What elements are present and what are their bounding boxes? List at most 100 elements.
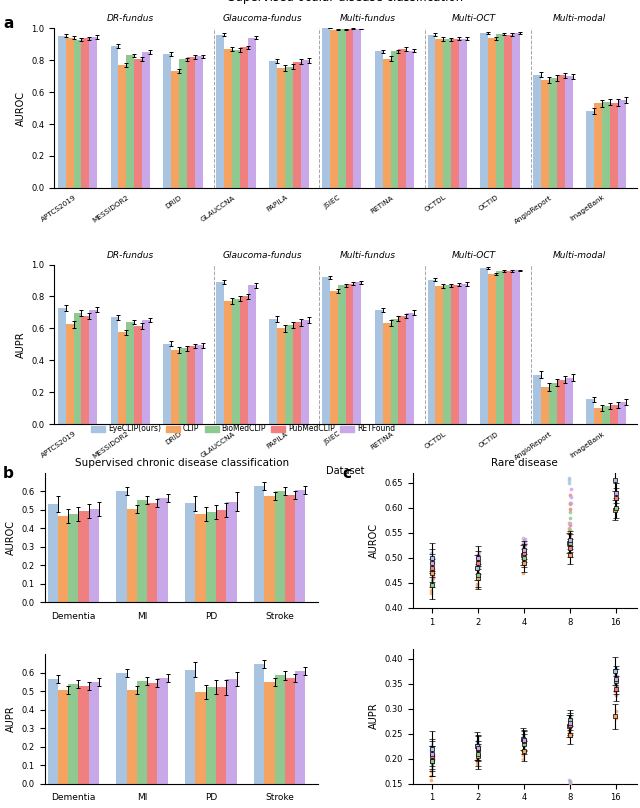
Text: Multi-modal: Multi-modal: [553, 250, 606, 259]
Point: [564, 471, 574, 484]
Bar: [618, 100, 625, 188]
Bar: [496, 34, 504, 188]
Point: [428, 750, 438, 763]
Bar: [187, 57, 195, 188]
Bar: [264, 496, 275, 602]
Bar: [353, 29, 362, 188]
Point: [472, 549, 482, 562]
Point: [427, 576, 437, 589]
Bar: [47, 504, 58, 602]
Point: [426, 579, 436, 591]
Bar: [163, 54, 172, 188]
Point: [428, 748, 438, 761]
Point: [520, 539, 530, 552]
Point: [564, 476, 574, 489]
Point: [520, 532, 530, 545]
Bar: [399, 316, 406, 424]
Point: [519, 534, 529, 547]
Bar: [557, 380, 565, 424]
Bar: [488, 38, 496, 188]
Bar: [227, 679, 237, 784]
Point: [518, 566, 529, 579]
Point: [472, 578, 483, 591]
Point: [611, 688, 621, 701]
Point: [474, 566, 484, 579]
Point: [426, 740, 436, 753]
Point: [474, 740, 484, 753]
Point: [519, 550, 529, 563]
Bar: [459, 39, 467, 188]
Point: [427, 757, 437, 770]
Point: [473, 566, 483, 579]
Bar: [111, 46, 118, 188]
Y-axis label: AUPR: AUPR: [369, 703, 379, 730]
Bar: [428, 35, 435, 188]
Point: [518, 551, 529, 564]
Point: [609, 665, 620, 678]
Point: [566, 715, 576, 728]
Bar: [594, 408, 602, 424]
Point: [427, 752, 437, 765]
Bar: [488, 274, 496, 424]
Point: [426, 557, 436, 570]
Point: [518, 748, 529, 761]
Point: [610, 678, 620, 691]
Point: [472, 551, 482, 564]
Bar: [116, 491, 127, 602]
Point: [426, 584, 436, 597]
Point: [564, 775, 575, 788]
Point: [564, 715, 574, 728]
Point: [564, 522, 575, 535]
Bar: [292, 322, 301, 424]
Bar: [375, 310, 383, 424]
Bar: [142, 53, 150, 188]
Point: [610, 684, 620, 697]
Bar: [126, 322, 134, 424]
Text: Glaucoma-fundus: Glaucoma-fundus: [223, 250, 302, 259]
Point: [473, 743, 483, 756]
Point: [426, 546, 436, 559]
Point: [518, 532, 528, 545]
Bar: [89, 682, 99, 784]
Point: [520, 734, 530, 747]
Bar: [406, 313, 414, 424]
Point: [472, 755, 483, 768]
Point: [519, 545, 529, 558]
Point: [428, 751, 438, 764]
Bar: [295, 490, 305, 602]
Bar: [157, 678, 168, 784]
Bar: [89, 509, 99, 602]
Bar: [275, 675, 285, 784]
Point: [519, 733, 529, 746]
Point: [564, 528, 575, 541]
Bar: [435, 286, 444, 424]
Point: [564, 511, 575, 524]
Bar: [179, 60, 187, 188]
Bar: [195, 345, 203, 424]
Bar: [301, 61, 308, 188]
Bar: [390, 52, 399, 188]
Point: [566, 712, 576, 725]
Point: [428, 551, 438, 564]
Point: [518, 747, 529, 760]
Bar: [66, 325, 74, 424]
Point: [474, 743, 484, 756]
Text: a: a: [3, 16, 13, 32]
Bar: [406, 51, 414, 188]
Point: [564, 709, 575, 722]
Point: [427, 574, 437, 587]
Bar: [163, 343, 172, 424]
Bar: [205, 687, 216, 784]
Bar: [216, 510, 227, 602]
Point: [519, 541, 529, 553]
Bar: [618, 402, 625, 424]
Point: [472, 562, 482, 574]
Bar: [157, 499, 168, 602]
Bar: [504, 271, 512, 424]
Text: DR-fundus: DR-fundus: [107, 250, 154, 259]
Point: [566, 718, 576, 731]
Bar: [285, 325, 292, 424]
Bar: [610, 103, 618, 188]
Bar: [435, 39, 444, 188]
Point: [565, 718, 575, 731]
